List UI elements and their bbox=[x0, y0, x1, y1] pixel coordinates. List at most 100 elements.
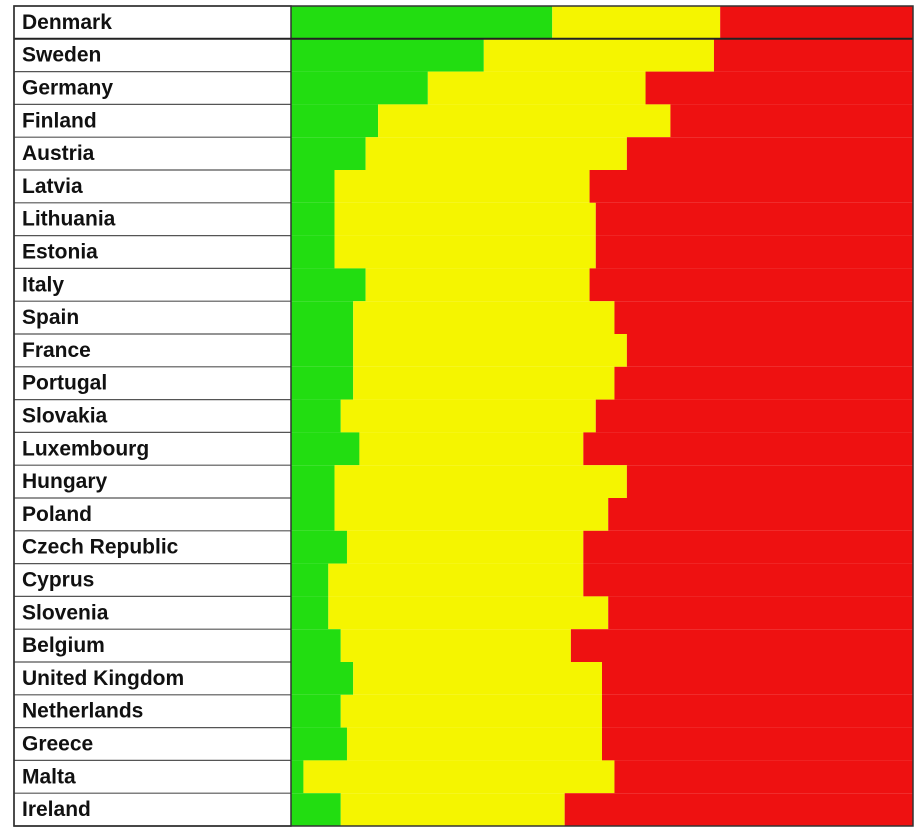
row-label: Cyprus bbox=[22, 569, 94, 592]
bar-segment bbox=[589, 268, 913, 302]
bar-segment bbox=[334, 498, 609, 531]
bar-segment bbox=[291, 104, 379, 138]
bar-segment bbox=[291, 662, 354, 695]
bar-segment bbox=[291, 71, 428, 105]
row-label: United Kingdom bbox=[22, 667, 184, 690]
row-label: Latvia bbox=[22, 175, 83, 198]
bar-segment bbox=[291, 137, 366, 170]
bar-segment bbox=[570, 629, 913, 662]
bar-segment bbox=[291, 170, 335, 203]
bar-segment bbox=[291, 563, 329, 597]
bar-segment bbox=[602, 694, 913, 728]
bar-segment bbox=[291, 498, 335, 531]
bar-segment bbox=[427, 71, 646, 105]
bar-segment bbox=[291, 727, 347, 761]
bar-segment bbox=[365, 268, 590, 302]
bar-segment bbox=[626, 465, 913, 498]
bar-segment bbox=[291, 366, 354, 400]
bar-segment bbox=[564, 793, 913, 826]
bar-segment bbox=[291, 694, 341, 728]
bar-segment bbox=[595, 235, 913, 269]
bar-segment bbox=[589, 170, 913, 203]
bar-segment bbox=[713, 38, 913, 72]
bar-segment bbox=[291, 530, 347, 564]
row-label: Finland bbox=[22, 109, 97, 132]
bar-segment bbox=[365, 137, 627, 170]
row-label: Italy bbox=[22, 273, 64, 296]
bar-segment bbox=[614, 301, 913, 334]
row-label: Sweden bbox=[22, 44, 101, 67]
bar-segment bbox=[334, 235, 596, 269]
bar-segment bbox=[583, 563, 913, 597]
bar-segment bbox=[602, 727, 913, 761]
bar-segment bbox=[291, 465, 335, 498]
bar-segment bbox=[552, 6, 721, 39]
bar-segment bbox=[291, 38, 484, 72]
bar-segment bbox=[645, 71, 913, 105]
bar-segment bbox=[334, 202, 596, 236]
bar-segment bbox=[359, 432, 584, 466]
bar-segment bbox=[614, 366, 913, 400]
bar-segment bbox=[608, 498, 913, 531]
row-label: Malta bbox=[22, 765, 76, 788]
bar-segment bbox=[291, 301, 354, 334]
bar-segment bbox=[583, 432, 913, 466]
bar-segment bbox=[602, 662, 913, 695]
bar-segment bbox=[291, 334, 354, 367]
bar-segment bbox=[483, 38, 714, 72]
bar-segment bbox=[291, 760, 304, 794]
bar-segment bbox=[340, 629, 571, 662]
bar-segment bbox=[353, 366, 615, 400]
bar-segment bbox=[626, 334, 913, 367]
bar-segment bbox=[334, 170, 590, 203]
bar-segment bbox=[291, 399, 341, 433]
bar-segment bbox=[353, 301, 615, 334]
row-label: Belgium bbox=[22, 634, 105, 657]
bar-segment bbox=[291, 6, 553, 39]
row-label: Portugal bbox=[22, 372, 107, 395]
bar-segment bbox=[291, 235, 335, 269]
row-label: Poland bbox=[22, 503, 92, 526]
bar-segment bbox=[291, 629, 341, 662]
row-label: Spain bbox=[22, 306, 79, 329]
row-label: Czech Republic bbox=[22, 536, 179, 559]
bar-segment bbox=[626, 137, 913, 170]
bar-segment bbox=[328, 596, 609, 630]
bar-segment bbox=[291, 268, 366, 302]
row-label: Austria bbox=[22, 142, 95, 165]
bar-segment bbox=[614, 760, 913, 794]
bar-segment bbox=[291, 596, 329, 630]
row-label: Hungary bbox=[22, 470, 108, 493]
bar-segment bbox=[334, 465, 627, 498]
bar-segment bbox=[340, 793, 565, 826]
row-label: Greece bbox=[22, 733, 93, 756]
bar-segment bbox=[340, 694, 602, 728]
row-label: France bbox=[22, 339, 91, 362]
bar-segment bbox=[291, 202, 335, 236]
row-label: Slovakia bbox=[22, 405, 108, 428]
row-label: Ireland bbox=[22, 798, 91, 821]
bar-segment bbox=[670, 104, 913, 138]
bar-segment bbox=[353, 662, 602, 695]
bar-segment bbox=[303, 760, 615, 794]
bar-segment bbox=[346, 530, 584, 564]
bar-segment bbox=[291, 432, 360, 466]
chart-frame bbox=[13, 5, 914, 827]
row-label: Lithuania bbox=[22, 208, 116, 231]
bar-segment bbox=[328, 563, 584, 597]
bar-segment bbox=[291, 793, 341, 826]
bar-segment bbox=[583, 530, 913, 564]
row-label: Estonia bbox=[22, 241, 98, 264]
bar-segment bbox=[346, 727, 602, 761]
row-label: Slovenia bbox=[22, 601, 109, 624]
bar-segment bbox=[608, 596, 913, 630]
row-label: Germany bbox=[22, 77, 113, 100]
bar-segment bbox=[353, 334, 627, 367]
row-label: Netherlands bbox=[22, 700, 143, 723]
bar-segment bbox=[720, 6, 913, 39]
row-label: Denmark bbox=[22, 11, 112, 34]
bar-segment bbox=[378, 104, 671, 138]
bar-segment bbox=[595, 399, 913, 433]
bar-segment bbox=[340, 399, 596, 433]
